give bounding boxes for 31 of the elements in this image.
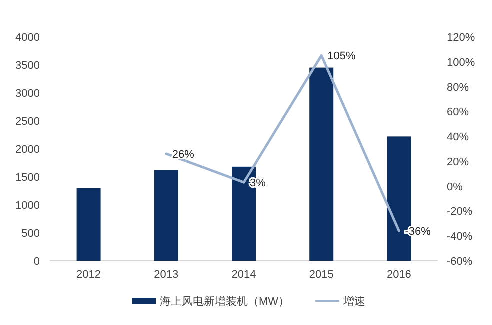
y-tick-label: 0 [34, 256, 40, 268]
y2-tick-label: 0% [447, 181, 464, 194]
legend-label: 海上风电新增装机（MW） [160, 295, 290, 308]
bar [310, 68, 334, 261]
y2-tick-label: -20% [447, 206, 473, 218]
x-tick-label: 2012 [76, 269, 102, 281]
y-tick-label: 1500 [16, 172, 40, 184]
data-label: 26% [172, 148, 195, 161]
y2-tick-label: 100% [447, 56, 476, 69]
legend-label: 增速 [342, 295, 366, 308]
y-tick-label: 1000 [16, 200, 40, 212]
y-tick-label: 2500 [16, 116, 40, 128]
bar [76, 188, 101, 261]
y2-tick-label: 20% [447, 156, 470, 168]
y2-tick-label: 40% [447, 132, 470, 144]
y-tick-label: 500 [22, 228, 40, 240]
y-tick-label: 4000 [16, 32, 40, 44]
y2-tick-label: -60% [447, 256, 473, 268]
x-tick-label: 2013 [154, 269, 179, 281]
data-label: 105% [328, 50, 356, 63]
y2-tick-label: -40% [447, 231, 473, 244]
x-tick-label: 2014 [232, 269, 256, 281]
y2-tick-label: 60% [447, 106, 470, 119]
bar [154, 170, 178, 261]
y2-tick-label: 80% [447, 82, 470, 94]
x-tick-label: 2015 [309, 269, 334, 281]
y-tick-label: 3500 [16, 60, 40, 72]
x-tick-label: 2016 [386, 269, 412, 281]
y-tick-label: 3000 [16, 88, 40, 100]
y-tick-label: 2000 [16, 144, 40, 156]
y2-tick-label: 120% [447, 32, 476, 44]
